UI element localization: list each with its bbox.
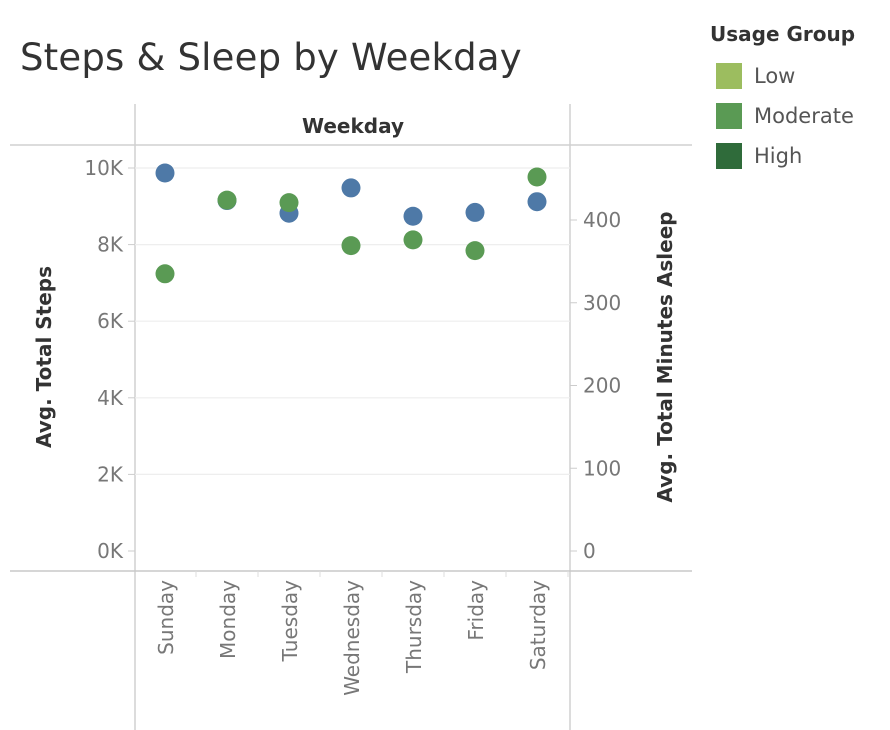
- right-tick-label: 100: [583, 456, 621, 480]
- sleep-point-tuesday[interactable]: [279, 193, 299, 213]
- y-right-axis-title: Avg. Total Minutes Asleep: [653, 211, 677, 502]
- left-tick-label: 2K: [97, 462, 124, 486]
- category-label-saturday: Saturday: [526, 580, 550, 670]
- left-tick-label: 10K: [84, 156, 123, 180]
- legend-label-high: High: [754, 144, 803, 168]
- y-left-axis-title: Avg. Total Steps: [32, 266, 56, 448]
- left-axis-ticks: 0K 2K 4K 6K 8K 10K: [84, 156, 135, 563]
- sleep-point-saturday[interactable]: [527, 167, 547, 187]
- legend-item-high[interactable]: High: [710, 136, 855, 176]
- sleep-point-monday[interactable]: [217, 190, 237, 210]
- sleep-point-friday[interactable]: [465, 241, 485, 261]
- left-tick-label: 4K: [97, 386, 124, 410]
- right-axis-ticks: 0 100 200 300 400: [570, 208, 621, 563]
- steps-point-saturday[interactable]: [527, 192, 547, 212]
- sleep-point-thursday[interactable]: [403, 230, 423, 250]
- steps-point-thursday[interactable]: [403, 206, 423, 226]
- sleep-point-sunday[interactable]: [155, 264, 175, 284]
- right-tick-label: 400: [583, 208, 621, 232]
- legend: Usage Group Low Moderate High: [710, 22, 855, 176]
- category-label-monday: Monday: [216, 580, 240, 659]
- legend-label-low: Low: [754, 64, 796, 88]
- category-label-thursday: Thursday: [402, 580, 426, 674]
- gridlines: [135, 167, 570, 475]
- category-label-sunday: Sunday: [154, 580, 178, 655]
- column-header: Weekday: [302, 114, 404, 138]
- steps-point-wednesday[interactable]: [341, 178, 361, 198]
- data-points: [155, 163, 547, 284]
- right-tick-label: 0: [583, 539, 596, 563]
- right-tick-label: 200: [583, 374, 621, 398]
- category-labels: Sunday Monday Tuesday Wednesday Thursday Frid…: [154, 571, 569, 696]
- legend-label-moderate: Moderate: [754, 104, 854, 128]
- category-label-tuesday: Tuesday: [278, 580, 302, 663]
- legend-title: Usage Group: [710, 22, 856, 46]
- steps-point-sunday[interactable]: [155, 163, 175, 183]
- category-label-friday: Friday: [464, 580, 488, 641]
- legend-swatch-moderate: [716, 103, 742, 129]
- left-tick-label: 0K: [97, 539, 124, 563]
- category-label-wednesday: Wednesday: [340, 580, 364, 696]
- legend-item-moderate[interactable]: Moderate: [710, 96, 855, 136]
- left-tick-label: 8K: [97, 233, 124, 257]
- right-tick-label: 300: [583, 291, 621, 315]
- sleep-point-wednesday[interactable]: [341, 236, 361, 256]
- legend-swatch-high: [716, 143, 742, 169]
- legend-swatch-low: [716, 63, 742, 89]
- chart-title: Steps & Sleep by Weekday: [20, 36, 522, 79]
- left-tick-label: 6K: [97, 309, 124, 333]
- steps-point-friday[interactable]: [465, 202, 485, 222]
- legend-item-low[interactable]: Low: [710, 56, 855, 96]
